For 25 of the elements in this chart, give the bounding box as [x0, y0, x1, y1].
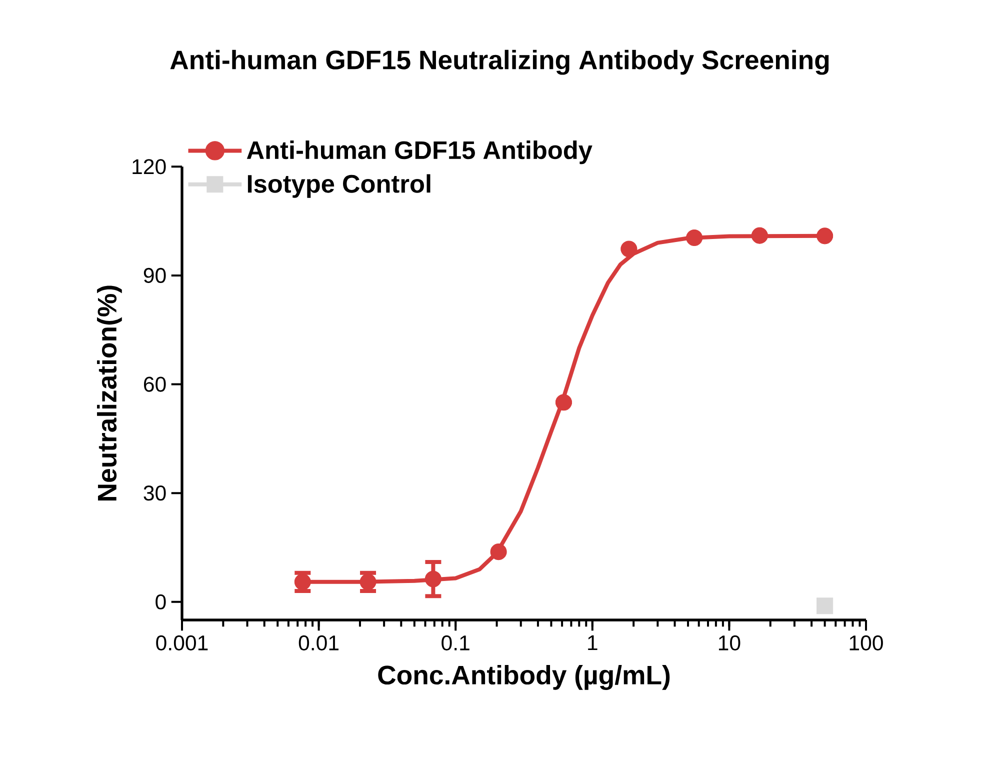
point [620, 240, 638, 258]
x-tick-label: 0.1 [442, 635, 470, 650]
point [816, 228, 834, 244]
x-tick-label: 0.001 [156, 635, 208, 650]
point [751, 227, 768, 244]
y-tick-label: 120 [132, 159, 166, 174]
y-tick-label: 60 [144, 376, 166, 392]
x-tick-label: 0.01 [298, 635, 338, 650]
point [555, 394, 572, 411]
point [360, 574, 376, 590]
x-axis-title: Conc.Antibody (µg/mL) [378, 664, 670, 690]
point [686, 229, 703, 246]
y-tick-label: 30 [144, 486, 166, 501]
legend-label: Isotype Control [248, 174, 430, 198]
y-axis-title: Neutralization(%) [97, 286, 122, 500]
point [490, 544, 507, 560]
legend-label: Anti-human GDF15 Antibody [246, 140, 592, 164]
y-tick-label: 90 [144, 268, 166, 284]
x-tick-label: 100 [850, 635, 883, 650]
x-tick-label: 1 [588, 635, 598, 650]
point [424, 570, 442, 588]
y-tick-label: 0 [156, 594, 166, 610]
chart-title: Anti-human GDF15 Neutralizing Antibody Screening [170, 50, 829, 75]
point [294, 574, 311, 590]
x-tick-label: 10 [718, 635, 740, 650]
